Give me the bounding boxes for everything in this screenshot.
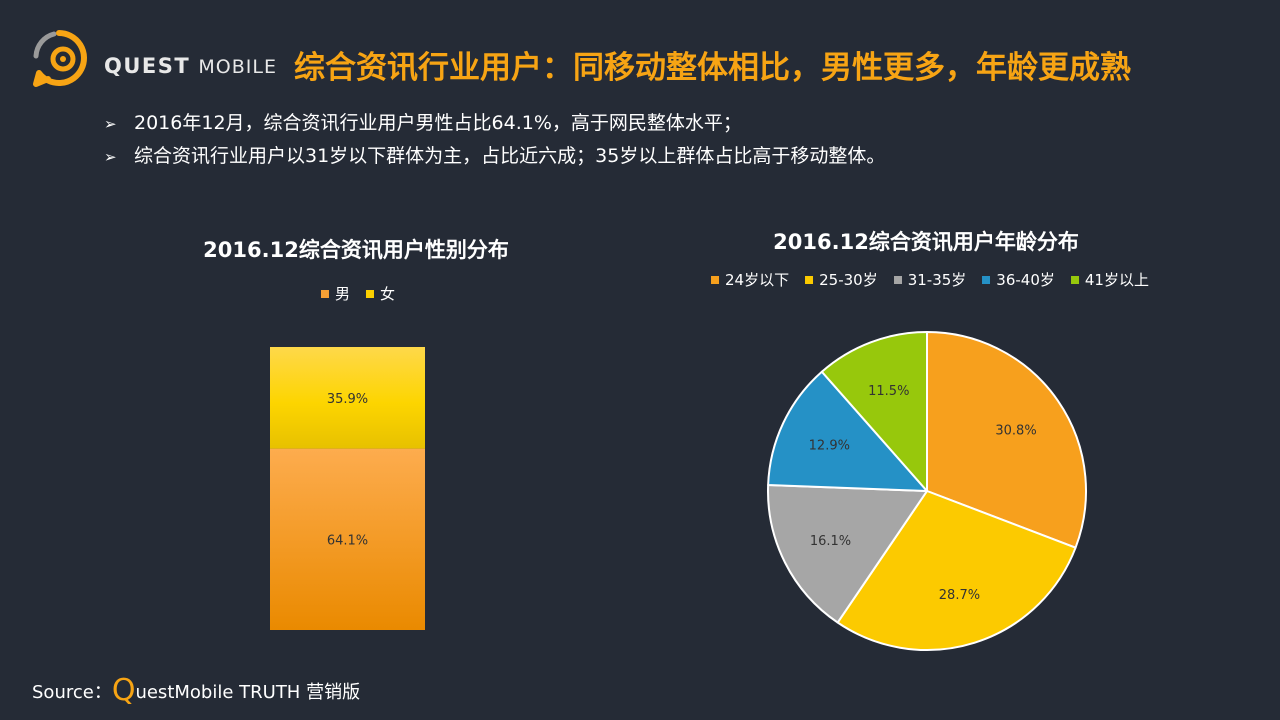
bullet-item: ➢ 综合资讯行业用户以31岁以下群体为主，占比近六成；35岁以上群体占比高于移动整… (104, 143, 885, 176)
legend-swatch (893, 275, 902, 284)
source-text: uestMobile TRUTH 营销版 (135, 682, 361, 703)
gender-chart-title: 2016.12综合资讯用户性别分布 (203, 238, 509, 262)
legend-label: 31-35岁 (907, 271, 967, 289)
bar-data-label: 64.1% (327, 533, 368, 548)
legend-item-male: 男 (320, 283, 350, 304)
pie-slice (836, 490, 1077, 651)
legend-swatch (366, 289, 374, 298)
legend-swatch (805, 275, 814, 284)
bullet-text: 综合资讯行业用户以31岁以下群体为主，占比近六成；35岁以上群体占比高于移动整体… (134, 145, 886, 167)
legend-label: 男 (334, 285, 350, 303)
legend-label: 41岁以上 (1084, 271, 1149, 289)
pie-slice (767, 370, 928, 492)
pie-slice (820, 331, 928, 492)
legend-swatch (982, 275, 991, 284)
logo-brand-secondary: MOBILE (198, 56, 277, 78)
age-chart-title: 2016.12综合资讯用户年龄分布 (773, 230, 1079, 254)
legend-item: 24岁以下 (711, 269, 789, 290)
pie-data-label: 28.7% (939, 588, 980, 603)
age-chart-legend: 24岁以下 25-30岁 31-35岁 36-40岁 41岁以上 (711, 269, 1149, 290)
legend-item: 36-40岁 (982, 269, 1055, 290)
logo-wordmark: QUEST MOBILE (104, 54, 277, 78)
legend-swatch (1070, 275, 1079, 284)
bar-segment-male (270, 448, 425, 630)
legend-item: 25-30岁 (805, 269, 878, 290)
legend-item: 31-35岁 (893, 269, 967, 290)
legend-label: 36-40岁 (996, 271, 1055, 289)
source-prefix: Source： (32, 682, 112, 703)
arrow-bullet-icon: ➢ (104, 148, 117, 166)
source-note: Source：QuestMobile TRUTH 营销版 (32, 676, 361, 706)
legend-item: 41岁以上 (1070, 269, 1149, 290)
logo-brand: QUEST (104, 54, 191, 78)
bar-data-label: 35.9% (327, 392, 368, 407)
pie-data-label: 12.9% (809, 439, 850, 454)
arrow-bullet-icon: ➢ (104, 115, 117, 133)
legend-item-female: 女 (366, 283, 395, 304)
gender-chart-legend: 男 女 (320, 283, 395, 304)
pie-slice (767, 484, 928, 624)
legend-label: 女 (380, 285, 396, 303)
bullet-item: ➢ 2016年12月，综合资讯行业用户男性占比64.1%，高于网民整体水平； (104, 110, 885, 143)
logo-mark-icon (33, 30, 87, 87)
legend-label: 25-30岁 (819, 271, 878, 289)
pie-data-label: 16.1% (810, 534, 851, 549)
legend-swatch (320, 289, 329, 298)
legend-label: 24岁以下 (725, 271, 790, 289)
source-q: Q (111, 673, 136, 708)
pie-slice (926, 331, 1087, 549)
legend-swatch (711, 275, 720, 284)
bullet-list: ➢ 2016年12月，综合资讯行业用户男性占比64.1%，高于网民整体水平； ➢ 综… (104, 110, 885, 176)
logo: QUEST MOBILE (30, 28, 276, 88)
page-title: 综合资讯行业用户：同移动整体相比，男性更多，年龄更成熟 (294, 50, 1131, 86)
bullet-text: 2016年12月，综合资讯行业用户男性占比64.1%，高于网民整体水平； (134, 112, 742, 134)
bar-segment-female (270, 347, 425, 449)
pie-data-label: 11.5% (868, 384, 909, 399)
pie-data-label: 30.8% (995, 424, 1036, 439)
